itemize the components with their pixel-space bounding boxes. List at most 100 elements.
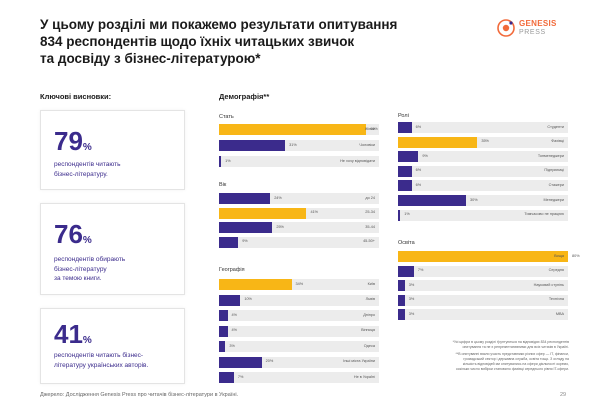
bar-row: 9% 45-50+ bbox=[219, 236, 379, 248]
bar-track bbox=[398, 265, 568, 277]
bar-value-label: 3% bbox=[408, 297, 415, 302]
bar-category-label: Тимчасово не працюю bbox=[524, 212, 564, 217]
bar bbox=[219, 310, 228, 321]
bar bbox=[398, 122, 412, 133]
bar-value-label: 10% bbox=[244, 297, 252, 301]
bar-value-label: 69% bbox=[370, 126, 378, 131]
bar-row: 41% 25-34 bbox=[219, 207, 379, 219]
bar-track bbox=[219, 156, 379, 167]
bar-category-label: 35-44 bbox=[365, 224, 375, 229]
demographics-heading: Демографія** bbox=[219, 92, 270, 101]
bar-row: 10% Львів bbox=[219, 294, 379, 306]
bar-row: 35% Фахівці bbox=[398, 136, 568, 148]
bar bbox=[398, 251, 568, 262]
page-title: У цьому розділі ми покажемо результати о… bbox=[40, 16, 398, 67]
bar-category-label: Жінки bbox=[364, 126, 375, 131]
bar bbox=[398, 180, 412, 192]
finding-text: респондентів обирають бізнес-літературу … bbox=[54, 256, 126, 282]
bar-category-label: до 24 bbox=[365, 195, 375, 200]
bar-row: 1% Не хочу відповідати bbox=[219, 156, 379, 167]
bar-track bbox=[398, 294, 568, 306]
key-findings-heading: Ключові висновки: bbox=[40, 92, 112, 101]
bar-category-label: 25-34 bbox=[365, 210, 375, 214]
bar-value-label: 31% bbox=[289, 142, 297, 147]
bar-value-label: 24% bbox=[274, 195, 282, 200]
bar-category-label: Львів bbox=[365, 297, 375, 301]
bar-row: 1% Тимчасово не працюю bbox=[398, 209, 568, 221]
bar-value-label: 20% bbox=[265, 359, 274, 363]
bar bbox=[219, 236, 239, 248]
bar-value-label: 7% bbox=[417, 268, 424, 273]
bar-track bbox=[219, 193, 379, 204]
title-line-2: 834 респондентів щодо їхніх читацьких зв… bbox=[40, 34, 355, 49]
bar-category-label: 45-50+ bbox=[363, 239, 375, 243]
bar bbox=[398, 195, 466, 206]
bar-track bbox=[398, 151, 568, 163]
bar-track bbox=[219, 372, 379, 383]
title-line-1: У цьому розділі ми покажемо результати о… bbox=[40, 17, 398, 32]
bar-row: 7% Не в Україні bbox=[219, 372, 379, 383]
bar-row: 24% до 24 bbox=[219, 193, 379, 204]
bar-track bbox=[398, 280, 568, 292]
bar bbox=[219, 341, 226, 352]
finding-card-1: 79% респондентів читають бізнес-літерату… bbox=[40, 110, 185, 190]
bar-value-label: 35% bbox=[481, 139, 489, 144]
bar-track bbox=[398, 165, 568, 177]
bar-category-label: Вінниця bbox=[361, 328, 375, 332]
bar-value-label: 3% bbox=[229, 343, 235, 348]
bar bbox=[219, 294, 241, 306]
bar-value-label: 1% bbox=[404, 212, 410, 217]
bar bbox=[219, 156, 222, 167]
bar-category-label: Дніпро bbox=[363, 312, 375, 317]
page-number: 29 bbox=[560, 392, 567, 398]
logo-mark-icon bbox=[497, 19, 515, 37]
bar-value-label: 4% bbox=[231, 328, 238, 332]
bar-track bbox=[219, 325, 379, 337]
bar-row: 31% Чоловіки bbox=[219, 140, 379, 151]
finding-card-2: 76% респондентів обирають бізнес-літерат… bbox=[40, 203, 185, 295]
finding-text: респондентів читають бізнес-літературу. bbox=[54, 161, 121, 178]
bar-row: 3% МВА bbox=[398, 309, 568, 321]
bar bbox=[398, 151, 419, 163]
bar-value-label: 6% bbox=[415, 124, 422, 129]
bar bbox=[398, 294, 405, 306]
bar bbox=[398, 165, 412, 177]
bar-category-label: Чоловіки bbox=[359, 142, 375, 147]
footnote: *Усі цифри в цьому розділі ґрунтуються н… bbox=[452, 340, 569, 371]
bar-row: 20% Інші міста України bbox=[219, 356, 379, 368]
bar-row: 3% Технічна bbox=[398, 294, 568, 306]
chart-title: Ролі bbox=[398, 113, 409, 119]
bar-track bbox=[219, 279, 379, 290]
bar-value-label: 3% bbox=[408, 311, 415, 316]
bar-row: 4% Вінниця bbox=[219, 325, 379, 337]
bar-row: 9% Топменеджери bbox=[398, 151, 568, 163]
bar-value-label: 80% bbox=[572, 253, 580, 258]
chart-title: Стать bbox=[219, 114, 234, 120]
bar-row: 6% Підприємці bbox=[398, 165, 568, 177]
chart-title: Освіта bbox=[398, 240, 415, 246]
bar-category-label: Технічна bbox=[548, 297, 564, 302]
finding-text: респондентів читають бізнес- літературу … bbox=[54, 352, 149, 369]
bar-category-label: Інші міста України bbox=[343, 359, 375, 363]
bar bbox=[219, 140, 286, 151]
bar-category-label: Київ bbox=[367, 281, 375, 286]
bar-category-label: Менеджери bbox=[543, 197, 564, 202]
chart-title: Географія bbox=[219, 267, 245, 273]
bar bbox=[398, 136, 478, 148]
bar-track bbox=[398, 195, 568, 206]
bar-row: 80% Вища bbox=[398, 251, 580, 262]
bar-category-label: Підприємці bbox=[544, 168, 564, 173]
finding-card-3: 41% респондентів читають бізнес- літерат… bbox=[40, 308, 185, 384]
bar-category-label: Не в Україні bbox=[353, 374, 375, 379]
source-note: Джерело: Дослідження Genesis Press про ч… bbox=[40, 392, 239, 398]
bar-category-label: Топменеджери bbox=[537, 153, 564, 158]
bar-row: 4% Дніпро bbox=[219, 310, 379, 321]
bar-row: 3% Науковий ступінь bbox=[398, 280, 568, 292]
bar bbox=[398, 309, 405, 321]
bar-category-label: Вища bbox=[554, 253, 564, 258]
bar-category-label: Фахівці bbox=[551, 139, 564, 144]
bar-category-label: Одеса bbox=[363, 343, 375, 348]
bar-track bbox=[398, 122, 568, 133]
bar-track bbox=[219, 341, 379, 352]
bar-category-label: Науковий ступінь bbox=[533, 282, 564, 287]
